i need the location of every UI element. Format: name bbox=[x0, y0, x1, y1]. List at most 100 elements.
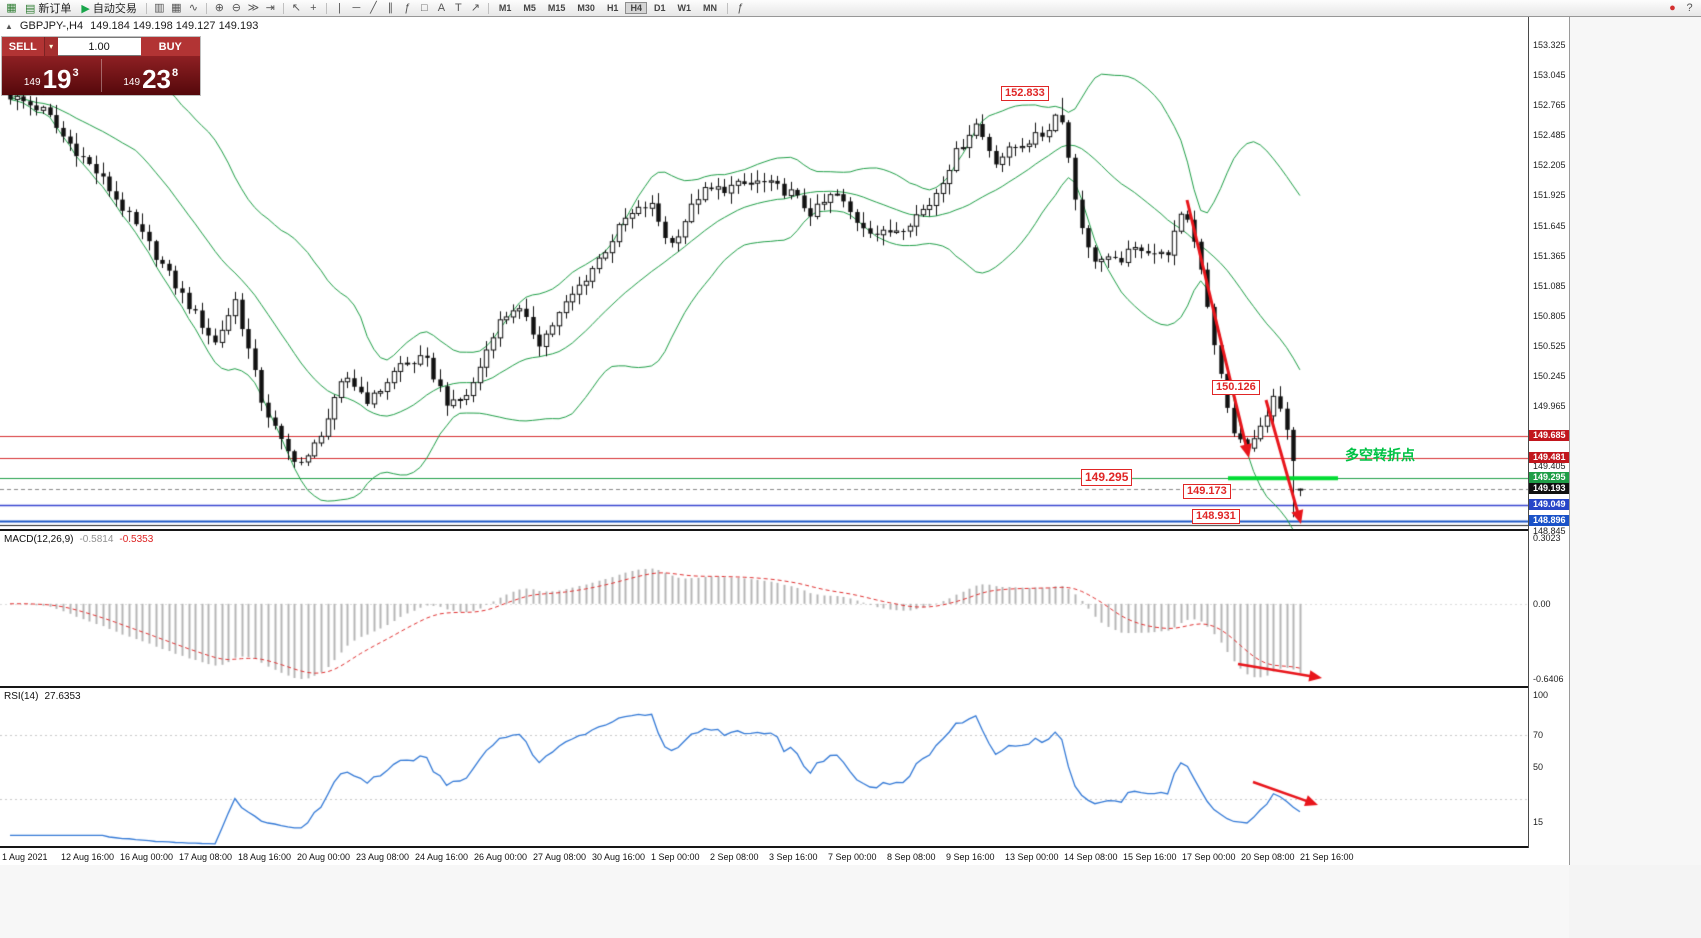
rsi-axis-tick: 70 bbox=[1533, 730, 1544, 740]
toolbar-separator bbox=[325, 2, 327, 14]
text-icon[interactable]: A bbox=[437, 1, 446, 14]
toolbar-separator bbox=[205, 2, 207, 14]
price-axis-label-149481: 149.481 bbox=[1529, 452, 1569, 464]
crosshair-icon[interactable]: + bbox=[310, 1, 317, 14]
timeframe-w1[interactable]: W1 bbox=[677, 3, 691, 13]
auto-trading-button[interactable]: ▶ 自动交易 bbox=[81, 2, 137, 16]
time-axis-label: 3 Sep 16:00 bbox=[769, 852, 818, 862]
community-icon[interactable]: ● bbox=[1669, 1, 1676, 14]
one-click-trading-panel: SELL ▾ BUY 149 19 3 149 23 8 bbox=[2, 37, 201, 95]
price-divider bbox=[100, 59, 102, 92]
zoom-out-icon[interactable]: ⊖ bbox=[231, 1, 241, 14]
price-annotation-pullback[interactable]: 150.126 bbox=[1212, 380, 1260, 395]
help-icon[interactable]: ? bbox=[1686, 1, 1693, 14]
zoom-in-icon[interactable]: ⊕ bbox=[214, 1, 224, 14]
main-chart-canvas[interactable] bbox=[0, 17, 1528, 529]
time-axis-label: 18 Aug 16:00 bbox=[238, 852, 292, 862]
shapes-icon[interactable]: □ bbox=[421, 1, 428, 14]
timeframe-mn[interactable]: MN bbox=[702, 3, 717, 13]
buy-button[interactable]: BUY bbox=[140, 37, 201, 56]
new-order-button-icon: ▤ bbox=[25, 2, 36, 15]
macd-title: MACD(12,26,9) bbox=[4, 534, 74, 545]
timeframe-m5[interactable]: M5 bbox=[523, 3, 536, 13]
macd-axis-tick: 0.00 bbox=[1533, 598, 1551, 609]
chart-shift-icon[interactable]: ⇥ bbox=[265, 1, 275, 14]
time-axis-label: 1 Sep 00:00 bbox=[651, 852, 700, 862]
macd-axis-tick: 0.3023 bbox=[1533, 533, 1561, 543]
new-order-button[interactable]: ▤ 新订单 bbox=[25, 2, 72, 16]
timeframe-m30[interactable]: M30 bbox=[577, 3, 595, 13]
horizontal-line-icon[interactable]: ─ bbox=[352, 1, 361, 14]
bottom-filler bbox=[0, 865, 1569, 938]
auto-scroll-icon[interactable]: ≫ bbox=[247, 1, 260, 14]
buy-price-pips: 23 bbox=[142, 64, 171, 94]
rsi-axis-tick: 50 bbox=[1533, 762, 1544, 772]
fibonacci-icon[interactable]: ƒ bbox=[404, 1, 411, 14]
price-axis-tick: 151.645 bbox=[1533, 220, 1566, 231]
price-annotation-support1[interactable]: 149.173 bbox=[1183, 484, 1231, 499]
price-axis-tick: 153.045 bbox=[1533, 70, 1566, 81]
trendline-icon[interactable]: ╱ bbox=[370, 1, 377, 14]
time-axis-label: 17 Sep 00:00 bbox=[1182, 852, 1236, 862]
price-axis-tick: 148.845 bbox=[1533, 525, 1566, 536]
vertical-line-icon[interactable]: | bbox=[337, 1, 341, 14]
price-axis-tick: 151.085 bbox=[1533, 280, 1566, 291]
symbol-name: GBPJPY-,H4 bbox=[19, 20, 84, 32]
rsi-panel-canvas[interactable] bbox=[0, 688, 1528, 846]
macd-value: -0.5814 bbox=[79, 534, 114, 545]
buy-price-big-figure: 149 bbox=[123, 77, 141, 88]
time-axis-label: 9 Sep 16:00 bbox=[946, 852, 995, 862]
time-axis-label: 14 Sep 08:00 bbox=[1064, 852, 1118, 862]
volume-input[interactable] bbox=[57, 37, 141, 56]
time-axis-label: 26 Aug 00:00 bbox=[474, 852, 528, 862]
timeframe-d1[interactable]: D1 bbox=[653, 3, 666, 13]
time-axis-label: 30 Aug 16:00 bbox=[592, 852, 646, 862]
rsi-axis-tick: 15 bbox=[1533, 817, 1544, 827]
timeframe-h1[interactable]: H1 bbox=[606, 3, 619, 13]
price-annotation-support2[interactable]: 148.931 bbox=[1192, 509, 1240, 524]
auto-trading-button-icon: ▶ bbox=[81, 2, 90, 15]
time-axis-label: 20 Aug 00:00 bbox=[297, 852, 351, 862]
macd-panel-canvas[interactable] bbox=[0, 531, 1528, 686]
sell-button[interactable]: SELL bbox=[2, 37, 44, 56]
indicators-icon[interactable]: ƒ bbox=[737, 1, 744, 14]
price-annotation-level[interactable]: 149.295 bbox=[1081, 469, 1133, 486]
buy-price[interactable]: 149 23 8 bbox=[102, 56, 201, 95]
panel-separator bbox=[0, 529, 1569, 531]
candlestick-chart-icon[interactable]: ▦ bbox=[171, 1, 182, 14]
panel-separator bbox=[0, 686, 1569, 688]
price-axis-label-148896: 148.896 bbox=[1529, 515, 1569, 527]
label-icon[interactable]: T bbox=[455, 1, 462, 14]
arrow-tool-icon[interactable]: ↗ bbox=[470, 1, 480, 14]
price-axis-tick: 152.485 bbox=[1533, 130, 1566, 141]
cursor-icon[interactable]: ↖ bbox=[291, 1, 301, 14]
timeframe-m1[interactable]: M1 bbox=[498, 3, 512, 13]
time-axis-label: 8 Sep 08:00 bbox=[887, 852, 936, 862]
time-axis-label: 24 Aug 16:00 bbox=[415, 852, 469, 862]
toolbar: ▦ ▤ 新订单 ▶ 自动交易 ▥ ▦ ∿ ⊕ ⊖ ≫ ⇥ ↖ + | ─ ╱ ∥ ƒ □ A T ↗ M1 M5 M15 M30 H1… bbox=[0, 0, 1701, 17]
sell-dropdown-arrow-icon[interactable]: ▾ bbox=[43, 37, 58, 56]
macd-axis-tick: -0.6406 bbox=[1533, 674, 1564, 684]
timeframe-h4[interactable]: H4 bbox=[625, 2, 647, 14]
price-axis-tick: 150.805 bbox=[1533, 310, 1566, 321]
symbol-arrow-icon: ▲ bbox=[5, 21, 13, 31]
price-annotation-high[interactable]: 152.833 bbox=[1001, 86, 1049, 101]
toolbar-separator bbox=[487, 2, 489, 14]
macd-signal-value: -0.5353 bbox=[119, 534, 154, 545]
time-axis-label: 17 Aug 08:00 bbox=[179, 852, 233, 862]
price-axis-tick: 151.365 bbox=[1533, 250, 1566, 261]
right-filler bbox=[1569, 17, 1701, 865]
sell-price[interactable]: 149 19 3 bbox=[2, 56, 101, 95]
bar-chart-icon[interactable]: ▥ bbox=[154, 1, 165, 14]
time-axis-label: 15 Sep 16:00 bbox=[1123, 852, 1177, 862]
new-chart-icon[interactable]: ▦ bbox=[6, 1, 17, 14]
timeframe-m15[interactable]: M15 bbox=[547, 3, 566, 13]
channel-icon[interactable]: ∥ bbox=[387, 1, 394, 14]
price-axis-label-149685: 149.685 bbox=[1529, 430, 1569, 442]
price-axis-tick: 149.965 bbox=[1533, 401, 1566, 412]
toolbar-separator bbox=[145, 2, 147, 14]
price-axis: 153.325 153.045 152.765 152.485 152.205 151.9… bbox=[1528, 17, 1569, 848]
time-axis-label: 23 Aug 08:00 bbox=[356, 852, 410, 862]
time-axis-label: 21 Sep 16:00 bbox=[1300, 852, 1354, 862]
line-chart-icon[interactable]: ∿ bbox=[188, 1, 198, 14]
